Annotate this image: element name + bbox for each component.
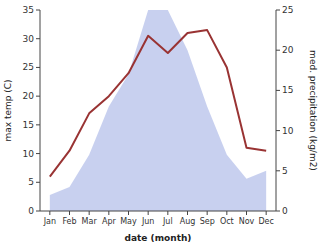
y2-tick [276, 50, 280, 51]
y-tick [36, 10, 40, 11]
y-tick [36, 67, 40, 68]
x-tick [108, 211, 109, 215]
x-tick-label: Aug [180, 217, 196, 226]
y2-tick-label: 15 [282, 85, 293, 95]
x-tick-label: Sep [200, 217, 215, 226]
y2-tick [276, 90, 280, 91]
x-tick [226, 211, 227, 215]
x-tick-label: Jun [141, 217, 155, 226]
chart-svg: 0 5 10 15 20 25 30 35 0 5 10 15 20 25 Jan Feb Mar AprMay J… [0, 0, 318, 247]
y2-tick [276, 130, 280, 131]
y2-tick-label: 25 [282, 5, 293, 15]
y-tick-label: 0 [28, 206, 34, 216]
x-tick-label: Nov [239, 217, 255, 226]
y-tick [36, 182, 40, 183]
x-tick-label: Feb [62, 217, 76, 226]
y2-tick-label: 20 [282, 45, 294, 55]
y-tick [36, 211, 40, 212]
y-axis-line [40, 10, 41, 211]
x-tick-label: May [120, 217, 137, 226]
x-tick-label: Oct [220, 217, 234, 226]
y-tick [36, 153, 40, 154]
y-axis-title: max temp (C) [3, 79, 13, 141]
x-axis-title: date (month) [125, 233, 192, 243]
y2-axis-title: med. precipitation (kg/m2) [308, 50, 318, 171]
x-tick [266, 211, 267, 215]
x-tick-label: Mar [82, 217, 98, 226]
x-tick-label: Dec [258, 217, 273, 226]
y-tick-label: 35 [23, 5, 34, 15]
chart-container: 0 5 10 15 20 25 30 35 0 5 10 15 20 25 Jan Feb Mar AprMay J… [0, 0, 318, 247]
y-tick-label: 10 [23, 149, 35, 159]
x-tick [187, 211, 188, 215]
x-tick [148, 211, 149, 215]
area [50, 10, 266, 211]
x-tick-label: Jan [43, 217, 56, 226]
x-tick-label: Apr [102, 217, 117, 226]
x-tick [69, 211, 70, 215]
x-tick-label: Jul [162, 217, 173, 226]
y-tick [36, 38, 40, 39]
y-tick-label: 20 [23, 91, 35, 101]
y-tick-label: 30 [23, 34, 35, 44]
y-tick-label: 5 [28, 177, 34, 187]
x-tick [49, 211, 50, 215]
y-tick-label: 25 [23, 62, 34, 72]
y-tick [36, 96, 40, 97]
y2-axis-line [276, 10, 277, 211]
y2-tick [276, 211, 280, 212]
plot-area [50, 10, 266, 211]
x-axis-line [40, 211, 276, 212]
y2-tick-label: 10 [282, 126, 294, 136]
x-tick [128, 211, 129, 215]
y2-tick-label: 5 [282, 166, 288, 176]
x-tick [207, 211, 208, 215]
y-tick [36, 124, 40, 125]
line [50, 30, 266, 176]
y2-tick-label: 0 [282, 206, 288, 216]
y-tick-label: 15 [23, 120, 34, 130]
x-tick [246, 211, 247, 215]
x-tick [89, 211, 90, 215]
y2-tick [276, 10, 280, 11]
x-tick [167, 211, 168, 215]
y2-tick [276, 170, 280, 171]
